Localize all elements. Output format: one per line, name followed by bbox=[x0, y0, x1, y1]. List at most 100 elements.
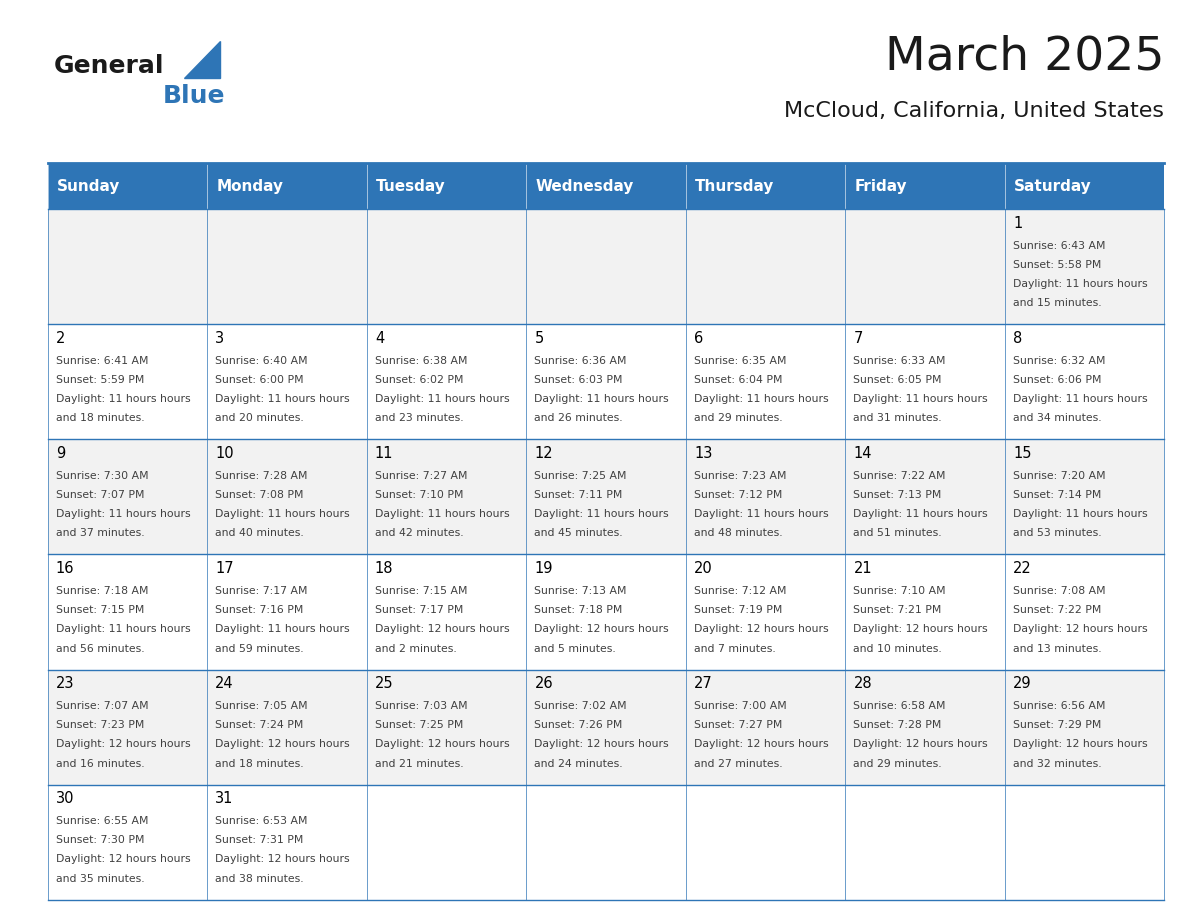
Bar bbox=[685, 669, 845, 785]
Text: and 38 minutes.: and 38 minutes. bbox=[215, 874, 304, 884]
Text: Sunrise: 7:15 AM: Sunrise: 7:15 AM bbox=[375, 586, 467, 596]
Text: 19: 19 bbox=[535, 561, 552, 576]
Text: Thursday: Thursday bbox=[695, 179, 775, 194]
Text: Sunrise: 6:55 AM: Sunrise: 6:55 AM bbox=[56, 816, 148, 826]
Bar bbox=[207, 554, 367, 669]
Text: Sunset: 7:28 PM: Sunset: 7:28 PM bbox=[853, 720, 942, 730]
Text: Sunset: 7:19 PM: Sunset: 7:19 PM bbox=[694, 605, 783, 615]
Text: 16: 16 bbox=[56, 561, 75, 576]
Bar bbox=[526, 785, 685, 900]
Text: 30: 30 bbox=[56, 791, 75, 806]
Text: Sunrise: 6:41 AM: Sunrise: 6:41 AM bbox=[56, 355, 148, 365]
Text: Sunset: 6:00 PM: Sunset: 6:00 PM bbox=[215, 375, 304, 385]
Text: Daylight: 12 hours hours: Daylight: 12 hours hours bbox=[375, 739, 510, 749]
Text: Daylight: 12 hours hours: Daylight: 12 hours hours bbox=[56, 739, 190, 749]
Text: 21: 21 bbox=[853, 561, 872, 576]
Text: 17: 17 bbox=[215, 561, 234, 576]
Bar bbox=[685, 554, 845, 669]
Bar bbox=[367, 669, 526, 785]
Text: Sunrise: 7:28 AM: Sunrise: 7:28 AM bbox=[215, 471, 308, 481]
Text: Daylight: 11 hours hours: Daylight: 11 hours hours bbox=[1013, 394, 1148, 404]
Text: Sunrise: 6:43 AM: Sunrise: 6:43 AM bbox=[1013, 241, 1106, 251]
Text: Sunrise: 6:56 AM: Sunrise: 6:56 AM bbox=[1013, 700, 1106, 711]
Bar bbox=[1005, 209, 1164, 324]
Bar bbox=[845, 324, 1005, 440]
Text: Sunrise: 6:35 AM: Sunrise: 6:35 AM bbox=[694, 355, 786, 365]
Bar bbox=[685, 440, 845, 554]
Text: Sunrise: 7:12 AM: Sunrise: 7:12 AM bbox=[694, 586, 786, 596]
Text: and 21 minutes.: and 21 minutes. bbox=[375, 758, 463, 768]
Text: and 45 minutes.: and 45 minutes. bbox=[535, 529, 623, 539]
Text: Sunset: 7:14 PM: Sunset: 7:14 PM bbox=[1013, 490, 1101, 500]
Text: 2: 2 bbox=[56, 330, 65, 346]
Text: Sunrise: 7:10 AM: Sunrise: 7:10 AM bbox=[853, 586, 946, 596]
Bar bbox=[367, 554, 526, 669]
Text: March 2025: March 2025 bbox=[885, 35, 1164, 80]
Text: Daylight: 11 hours hours: Daylight: 11 hours hours bbox=[853, 509, 988, 520]
Text: Sunrise: 7:02 AM: Sunrise: 7:02 AM bbox=[535, 700, 627, 711]
Text: Sunset: 7:23 PM: Sunset: 7:23 PM bbox=[56, 720, 144, 730]
Bar bbox=[685, 324, 845, 440]
Text: Sunrise: 6:38 AM: Sunrise: 6:38 AM bbox=[375, 355, 467, 365]
Bar bbox=[845, 209, 1005, 324]
Bar bbox=[367, 440, 526, 554]
Bar bbox=[685, 785, 845, 900]
Text: and 26 minutes.: and 26 minutes. bbox=[535, 413, 623, 423]
Text: and 15 minutes.: and 15 minutes. bbox=[1013, 298, 1101, 308]
Text: 25: 25 bbox=[375, 676, 393, 691]
Text: and 27 minutes.: and 27 minutes. bbox=[694, 758, 783, 768]
Text: and 29 minutes.: and 29 minutes. bbox=[694, 413, 783, 423]
Text: and 18 minutes.: and 18 minutes. bbox=[215, 758, 304, 768]
Bar bbox=[685, 209, 845, 324]
Bar bbox=[48, 324, 207, 440]
Text: Sunset: 7:29 PM: Sunset: 7:29 PM bbox=[1013, 720, 1101, 730]
Text: and 53 minutes.: and 53 minutes. bbox=[1013, 529, 1101, 539]
Bar bbox=[845, 785, 1005, 900]
Text: 4: 4 bbox=[375, 330, 384, 346]
Text: Daylight: 11 hours hours: Daylight: 11 hours hours bbox=[694, 509, 828, 520]
Text: Sunday: Sunday bbox=[57, 179, 120, 194]
Text: 8: 8 bbox=[1013, 330, 1023, 346]
Text: Monday: Monday bbox=[216, 179, 284, 194]
Text: Daylight: 11 hours hours: Daylight: 11 hours hours bbox=[56, 624, 190, 634]
Text: 7: 7 bbox=[853, 330, 862, 346]
Text: Sunset: 6:03 PM: Sunset: 6:03 PM bbox=[535, 375, 623, 385]
Text: and 13 minutes.: and 13 minutes. bbox=[1013, 644, 1101, 654]
Text: 12: 12 bbox=[535, 446, 554, 461]
Text: Sunset: 7:07 PM: Sunset: 7:07 PM bbox=[56, 490, 144, 500]
Text: Sunrise: 7:13 AM: Sunrise: 7:13 AM bbox=[535, 586, 627, 596]
Bar bbox=[526, 440, 685, 554]
Text: Sunset: 7:12 PM: Sunset: 7:12 PM bbox=[694, 490, 783, 500]
Text: Sunrise: 7:03 AM: Sunrise: 7:03 AM bbox=[375, 700, 468, 711]
Text: Saturday: Saturday bbox=[1015, 179, 1092, 194]
Text: Sunrise: 7:20 AM: Sunrise: 7:20 AM bbox=[1013, 471, 1106, 481]
Text: Daylight: 11 hours hours: Daylight: 11 hours hours bbox=[853, 394, 988, 404]
Bar bbox=[1005, 554, 1164, 669]
Text: and 18 minutes.: and 18 minutes. bbox=[56, 413, 145, 423]
Bar bbox=[48, 163, 1164, 209]
Text: Sunrise: 7:08 AM: Sunrise: 7:08 AM bbox=[1013, 586, 1106, 596]
Text: and 5 minutes.: and 5 minutes. bbox=[535, 644, 617, 654]
Text: and 29 minutes.: and 29 minutes. bbox=[853, 758, 942, 768]
Bar bbox=[526, 324, 685, 440]
Text: 22: 22 bbox=[1013, 561, 1031, 576]
Text: Daylight: 12 hours hours: Daylight: 12 hours hours bbox=[215, 739, 350, 749]
Bar bbox=[526, 669, 685, 785]
Text: 27: 27 bbox=[694, 676, 713, 691]
Text: Sunrise: 6:40 AM: Sunrise: 6:40 AM bbox=[215, 355, 308, 365]
Text: Sunrise: 7:18 AM: Sunrise: 7:18 AM bbox=[56, 586, 148, 596]
Text: and 24 minutes.: and 24 minutes. bbox=[535, 758, 623, 768]
Text: Sunset: 7:24 PM: Sunset: 7:24 PM bbox=[215, 720, 304, 730]
Text: Sunset: 6:02 PM: Sunset: 6:02 PM bbox=[375, 375, 463, 385]
Text: Sunset: 6:05 PM: Sunset: 6:05 PM bbox=[853, 375, 942, 385]
Text: Daylight: 12 hours hours: Daylight: 12 hours hours bbox=[694, 624, 828, 634]
Text: Sunset: 5:58 PM: Sunset: 5:58 PM bbox=[1013, 260, 1101, 270]
Bar bbox=[1005, 669, 1164, 785]
Text: 5: 5 bbox=[535, 330, 544, 346]
Text: Daylight: 11 hours hours: Daylight: 11 hours hours bbox=[215, 394, 350, 404]
Text: 3: 3 bbox=[215, 330, 225, 346]
Text: 20: 20 bbox=[694, 561, 713, 576]
Bar bbox=[1005, 324, 1164, 440]
Text: Daylight: 12 hours hours: Daylight: 12 hours hours bbox=[853, 624, 988, 634]
Bar bbox=[207, 785, 367, 900]
